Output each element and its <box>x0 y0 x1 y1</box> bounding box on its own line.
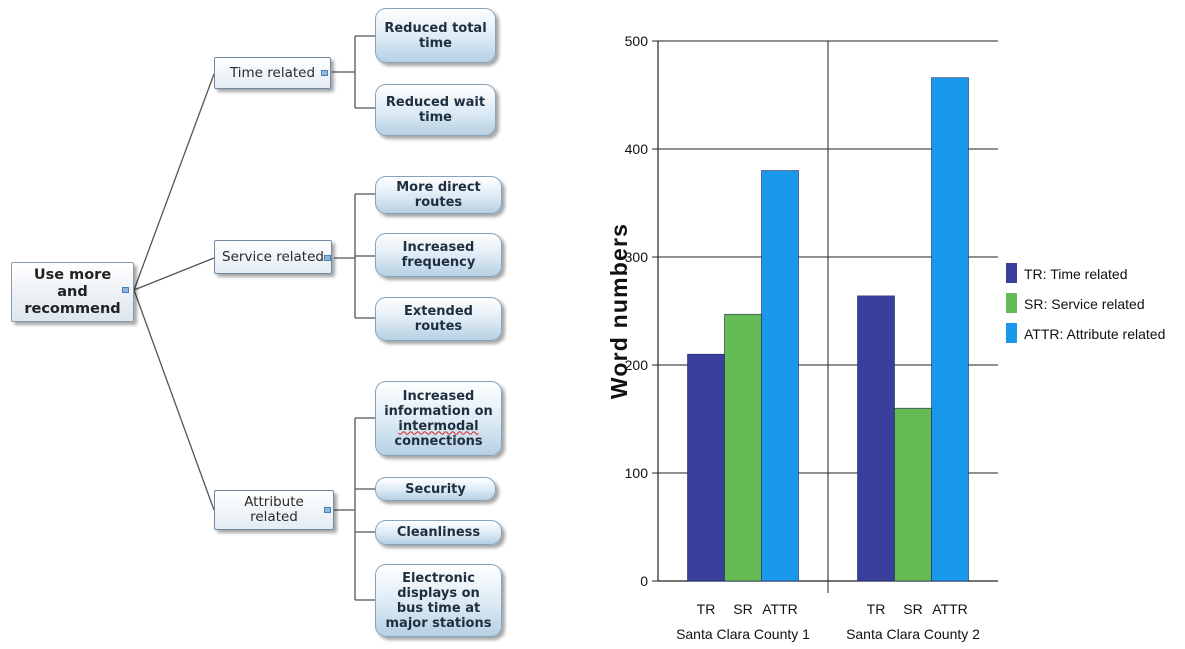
legend-swatch <box>1006 293 1017 313</box>
spellcheck-word: intermodal <box>398 418 479 434</box>
bar-tr <box>687 353 725 582</box>
leaf-cleanliness[interactable]: Cleanliness <box>375 520 502 545</box>
root-node[interactable]: Use more and recommend <box>11 262 134 322</box>
note-icon <box>122 287 129 293</box>
y-tick-label: 200 <box>625 357 649 373</box>
leaf-reduced-total-time[interactable]: Reduced total time <box>375 8 496 63</box>
leaf-security[interactable]: Security <box>375 477 496 501</box>
leaf-more-direct-routes[interactable]: More direct routes <box>375 176 502 214</box>
leaf-label: Increased frequency <box>401 240 476 270</box>
connector-time-leaves <box>332 35 375 109</box>
bar-chart: 0 100 200 300 400 500 TR SR ATTR Santa Clara Coun… <box>600 0 1185 645</box>
branch-service-label: Service related <box>222 248 324 265</box>
y-tick-label: 500 <box>625 33 649 49</box>
leaf-label: Reduced wait time <box>385 95 486 125</box>
bar-label: ATTR <box>762 601 798 617</box>
bar-label: TR <box>697 601 716 617</box>
connector-attribute-leaves <box>334 417 375 601</box>
legend-swatch <box>1006 323 1017 343</box>
branch-service-related[interactable]: Service related <box>214 240 332 274</box>
legend-swatch <box>1006 263 1017 283</box>
note-icon <box>324 255 331 261</box>
y-tick-label: 400 <box>625 141 649 157</box>
y-axis-title: Word numbers <box>606 223 632 399</box>
bar-chart-svg: 0 100 200 300 400 500 TR SR ATTR Santa Clara Coun… <box>606 33 1165 642</box>
y-tick-label: 0 <box>640 573 648 589</box>
leaf-reduced-wait-time[interactable]: Reduced wait time <box>375 84 496 136</box>
bar-sr <box>724 313 762 582</box>
leaf-label: Security <box>405 481 466 497</box>
legend-label: ATTR: Attribute related <box>1024 326 1165 342</box>
leaf-electronic-displays[interactable]: Electronic displays on bus time at major… <box>375 564 502 637</box>
note-icon <box>324 507 331 513</box>
bar-sr <box>894 407 932 582</box>
branch-attribute-related[interactable]: Attribute related <box>214 490 334 530</box>
leaf-label: Extended routes <box>404 304 473 334</box>
leaf-label: Cleanliness <box>396 525 481 540</box>
connector-service-leaves <box>334 193 375 319</box>
branch-time-label: Time related <box>229 64 316 81</box>
connector-root-time <box>133 73 215 291</box>
branch-time-related[interactable]: Time related <box>214 57 331 89</box>
bar-label: SR <box>903 601 922 617</box>
bar-attr <box>761 170 799 582</box>
leaf-label: Reduced total time <box>384 20 487 51</box>
leaf-increased-information[interactable]: Increased information on intermodal conn… <box>375 381 502 456</box>
root-node-label: Use more and recommend <box>24 266 121 317</box>
y-tick-label: 100 <box>625 465 649 481</box>
bar-label: TR <box>867 601 886 617</box>
bar-attr <box>931 77 969 582</box>
leaf-increased-frequency[interactable]: Increased frequency <box>375 233 502 277</box>
leaf-extended-routes[interactable]: Extended routes <box>375 297 502 341</box>
mind-map-connectors <box>133 35 375 601</box>
leaf-label: Increased information on intermodal conn… <box>384 388 493 449</box>
bar-tr <box>857 295 895 582</box>
branch-attribute-label: Attribute related <box>244 494 304 525</box>
group-label: Santa Clara County 2 <box>846 626 980 642</box>
legend-label: TR: Time related <box>1024 266 1127 282</box>
mind-map: Use more and recommend Time related Redu… <box>0 0 560 645</box>
connector-root-service <box>133 257 215 291</box>
note-icon <box>321 70 328 76</box>
connector-root-attribute <box>133 289 215 511</box>
group-label: Santa Clara County 1 <box>676 626 810 642</box>
y-tick-label: 300 <box>625 249 649 265</box>
leaf-label: More direct routes <box>396 180 481 210</box>
leaf-label: Electronic displays on bus time at major… <box>385 570 492 631</box>
legend-label: SR: Service related <box>1024 296 1145 312</box>
bar-label: SR <box>733 601 752 617</box>
bar-label: ATTR <box>932 601 968 617</box>
